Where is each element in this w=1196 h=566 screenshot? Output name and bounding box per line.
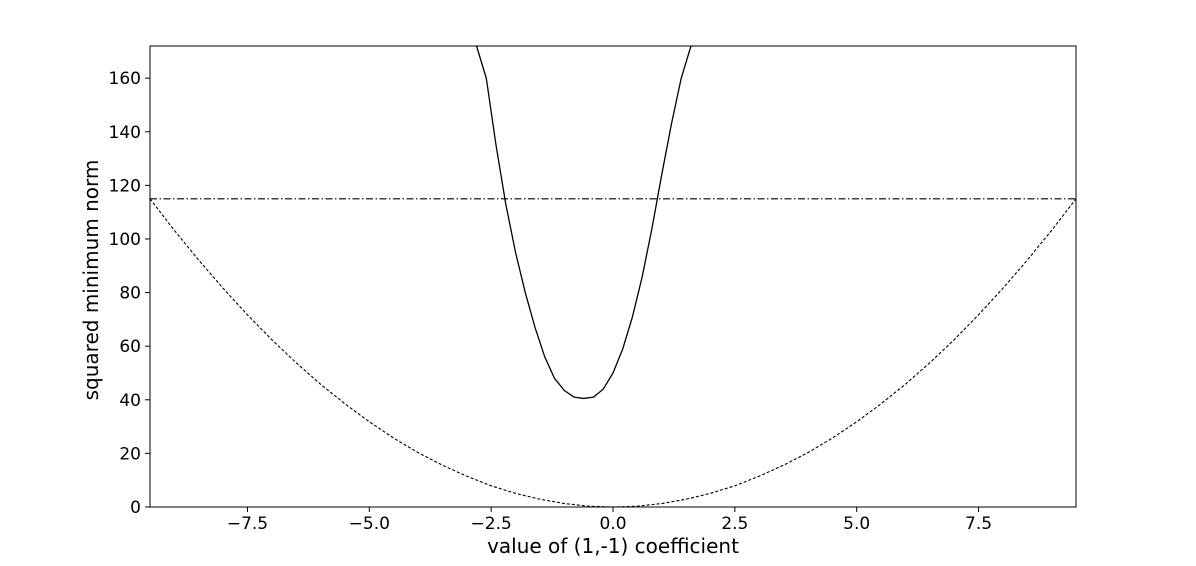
y-tick-label: 120 (109, 176, 141, 196)
x-axis-label: value of (1,-1) coefficient (487, 534, 739, 558)
y-tick-label: 80 (119, 284, 141, 304)
x-tick-label: 0.0 (599, 514, 626, 534)
x-tick-label: 7.5 (965, 514, 992, 534)
y-tick-label: 100 (109, 230, 141, 250)
series-solid-line (475, 46, 694, 400)
x-tick-label: 2.5 (721, 514, 748, 534)
y-tick-label: 40 (119, 391, 141, 411)
series-layer (150, 46, 1076, 507)
y-tick-label: 140 (109, 123, 141, 143)
x-axis: −7.5 −5.0 −2.5 0.0 2.5 5.0 7.5 (227, 507, 992, 534)
x-tick-label: −5.0 (349, 514, 390, 534)
y-tick-label: 160 (109, 69, 141, 89)
x-tick-label: 5.0 (843, 514, 870, 534)
series-dashed-line (150, 198, 1076, 507)
x-tick-label: −2.5 (471, 514, 512, 534)
y-axis: 0 20 40 60 80 100 120 140 160 (109, 69, 150, 518)
y-axis-label: squared minimum norm (79, 160, 103, 401)
y-tick-label: 60 (119, 337, 141, 357)
y-tick-label: 0 (130, 498, 141, 518)
y-tick-label: 20 (119, 444, 141, 464)
x-tick-label: −7.5 (227, 514, 268, 534)
